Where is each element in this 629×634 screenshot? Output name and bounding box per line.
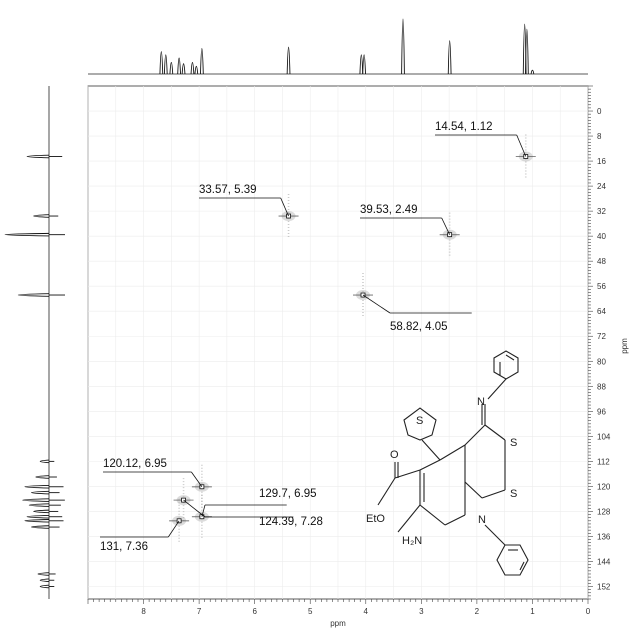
structure-labels: S N S S O EtO N H₂N [366, 396, 517, 547]
x-axis: 8 7 6 5 4 3 2 1 0 [87, 599, 591, 616]
y-tick-label: 64 [597, 307, 606, 316]
peak-leader-line [280, 197, 289, 217]
carbon-peak [22, 498, 50, 502]
carbon-peak [4, 232, 50, 237]
thiophene-s-label: S [416, 415, 423, 427]
x-tick-label: 2 [475, 607, 480, 616]
x-axis-label: ppm [330, 619, 346, 628]
imine-n-label: N [477, 396, 485, 408]
x-tick-label: 1 [530, 607, 535, 616]
ring-n-label: N [478, 514, 486, 526]
proton-peak [177, 57, 181, 75]
proton-peak [190, 62, 195, 75]
carbon-peak [39, 578, 50, 582]
x-tick-label: 5 [308, 607, 313, 616]
proton-projection [88, 18, 588, 75]
y-tick-label: 120 [597, 482, 611, 491]
peak-label: 124.39, 7.28 [259, 516, 323, 528]
y-tick-label: 112 [597, 457, 610, 466]
proton-peak [447, 40, 452, 75]
peak-label: 39.53, 2.49 [360, 204, 418, 216]
peak-label: 33.57, 5.39 [199, 184, 257, 196]
carbon-peak [39, 459, 50, 464]
peak-leader-line [183, 499, 206, 518]
x-tick-label: 6 [252, 607, 257, 616]
y-tick-label: 152 [597, 582, 611, 591]
carbon-peak [33, 509, 50, 514]
ring-s-bottom-label: S [510, 488, 517, 500]
x-tick-label: 4 [364, 607, 369, 616]
peak-label: 14.54, 1.12 [435, 121, 493, 133]
proton-peak [401, 18, 405, 75]
x-tick-label: 3 [419, 607, 424, 616]
chemical-structure [377, 350, 529, 576]
proton-peak [530, 69, 535, 75]
carbon-peak [26, 154, 50, 159]
proton-peak [181, 63, 186, 75]
ring-s-top-label: S [510, 437, 517, 449]
y-tick-label: 80 [597, 357, 606, 366]
phenyl-ring-bottom [496, 544, 529, 576]
y-tick-label: 16 [597, 157, 606, 166]
proton-peak [163, 54, 168, 75]
y-tick-label: 144 [597, 557, 611, 566]
carbonyl-o-label: O [390, 449, 399, 461]
ester-label: EtO [366, 513, 385, 525]
y-tick-label: 104 [597, 432, 611, 441]
proton-peak [286, 47, 291, 75]
y-tick-label: 8 [597, 132, 602, 141]
carbon-peak [37, 572, 50, 576]
proton-peak [362, 54, 366, 75]
carbon-peak [24, 485, 50, 489]
y-tick-label: 88 [597, 382, 606, 391]
peak-label: 129.7, 6.95 [259, 488, 317, 500]
carbon-peak [28, 503, 50, 507]
peak-leader-line [362, 294, 391, 314]
peak-leader-line [191, 471, 203, 487]
y-tick-label: 40 [597, 232, 606, 241]
x-tick-label: 8 [141, 607, 146, 616]
amine-label: H₂N [402, 535, 422, 547]
grid-lines [87, 86, 589, 599]
y-tick-label: 96 [597, 407, 606, 416]
proton-peak [159, 51, 164, 75]
proton-peak [525, 29, 529, 75]
carbon-peak [39, 584, 50, 589]
carbon-peak [26, 514, 50, 519]
carbon-peak [24, 519, 50, 523]
proton-peak [169, 62, 174, 75]
carbon-peak [30, 490, 50, 495]
peak-label: 58.82, 4.05 [390, 321, 448, 333]
carbon-peak [17, 293, 50, 297]
proton-peak [194, 65, 199, 75]
x-tick-label: 0 [586, 607, 591, 616]
y-tick-label: 0 [597, 107, 602, 116]
y-tick-label: 24 [597, 182, 606, 191]
peak-leader-line [516, 134, 527, 157]
proton-peak [359, 54, 364, 75]
peak-leader-line [441, 217, 451, 235]
y-tick-label: 136 [597, 532, 611, 541]
y-tick-label: 128 [597, 507, 611, 516]
y-axis: 0 8 16 24 32 40 48 56 64 72 80 88 96 104 112 120 128 136 1… [588, 85, 611, 600]
carbon-peak [30, 525, 50, 529]
carbon-peak [33, 214, 50, 218]
peak-markers: 14.54, 1.12 33.57, 5.39 39.53, 2.49 58.82, … [100, 121, 536, 553]
carbon-peak [35, 475, 50, 479]
y-tick-label: 72 [597, 332, 606, 341]
y-tick-label: 48 [597, 257, 606, 266]
carbon-projection [4, 86, 65, 599]
x-tick-label: 7 [197, 607, 202, 616]
thiophene-ring [403, 407, 437, 441]
peak-label: 120.12, 6.95 [103, 458, 167, 470]
proton-peak [200, 48, 204, 75]
peak-leader-line [167, 520, 180, 538]
y-tick-label: 56 [597, 282, 606, 291]
peak-label: 131, 7.36 [100, 541, 148, 553]
y-axis-label: ppm [620, 338, 629, 354]
y-tick-label: 32 [597, 207, 606, 216]
